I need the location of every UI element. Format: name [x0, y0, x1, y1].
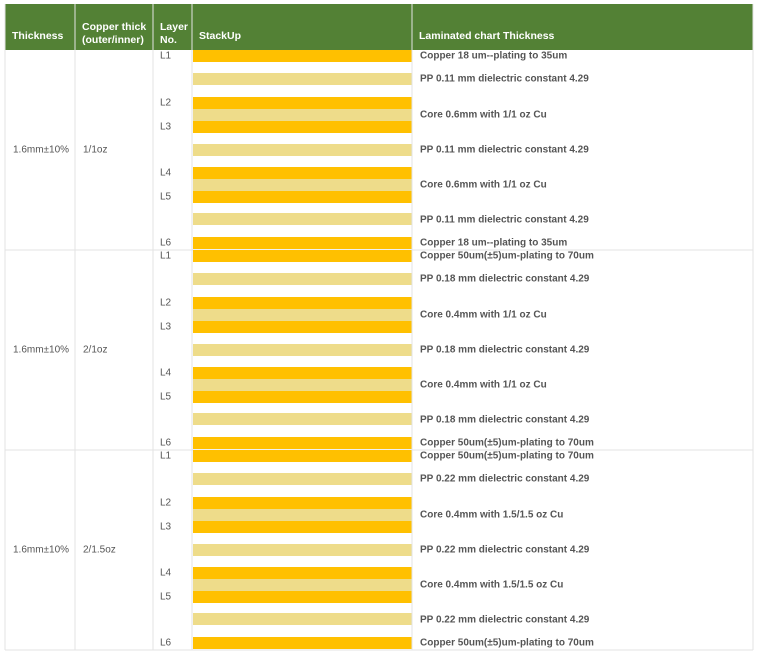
copper-layer [193, 497, 412, 509]
laminate-text: PP 0.18 mm dielectric constant 4.29 [420, 415, 590, 426]
laminate-text: PP 0.11 mm dielectric constant 4.29 [420, 215, 589, 226]
header-cell: StackUp [199, 30, 241, 42]
laminate-text: PP 0.22 mm dielectric constant 4.29 [420, 615, 590, 626]
laminate-text: Core 0.6mm with 1/1 oz Cu [420, 110, 547, 121]
copper-layer [193, 591, 412, 603]
laminate-text: Core 0.4mm with 1.5/1.5 oz Cu [420, 580, 563, 591]
header-background [5, 4, 753, 50]
layer-label: L4 [160, 168, 172, 179]
header-cell: Laminated chart Thickness [419, 30, 555, 42]
dielectric-layer [193, 144, 412, 156]
layer-label: L2 [160, 298, 172, 309]
dielectric-layer [193, 273, 412, 285]
copper-layer [193, 521, 412, 533]
laminate-text: PP 0.22 mm dielectric constant 4.29 [420, 474, 590, 485]
copper-layer [193, 121, 412, 133]
laminate-text: Core 0.6mm with 1/1 oz Cu [420, 180, 547, 191]
laminate-text: Copper 50um(±5)um-plating to 70um [420, 638, 594, 649]
dielectric-layer [193, 579, 412, 591]
layer-label: L6 [160, 238, 172, 249]
copper-layer [193, 191, 412, 203]
copper-layer [193, 167, 412, 179]
laminate-text: Copper 50um(±5)um-plating to 70um [420, 451, 594, 462]
laminate-text: Copper 50um(±5)um-plating to 70um [420, 251, 594, 262]
copper-thickness: 2/1oz [83, 345, 107, 356]
copper-layer [193, 637, 412, 649]
copper-layer [193, 367, 412, 379]
laminate-text: Core 0.4mm with 1/1 oz Cu [420, 380, 547, 391]
copper-layer [193, 237, 412, 249]
layer-label: L4 [160, 568, 172, 579]
laminate-text: PP 0.18 mm dielectric constant 4.29 [420, 274, 590, 285]
laminate-text: PP 0.11 mm dielectric constant 4.29 [420, 145, 589, 156]
layer-label: L3 [160, 322, 172, 333]
layer-label: L6 [160, 438, 172, 449]
layer-label: L5 [160, 592, 172, 603]
copper-layer [193, 437, 412, 449]
layer-label: L3 [160, 122, 172, 133]
dielectric-layer [193, 73, 412, 85]
layer-label: L5 [160, 392, 172, 403]
dielectric-layer [193, 344, 412, 356]
copper-layer [193, 567, 412, 579]
copper-thickness: 2/1.5oz [83, 545, 116, 556]
copper-layer [193, 450, 412, 462]
dielectric-layer [193, 309, 412, 321]
laminate-text: Copper 18 um--plating to 35um [420, 51, 567, 62]
layer-label: L1 [160, 251, 172, 262]
dielectric-layer [193, 613, 412, 625]
dielectric-layer [193, 109, 412, 121]
header-cell: Copper thick (outer/inner) [82, 21, 146, 46]
laminate-text: Core 0.4mm with 1.5/1.5 oz Cu [420, 510, 563, 521]
layer-label: L2 [160, 498, 172, 509]
header-cell: Thickness [12, 30, 64, 42]
copper-layer [193, 321, 412, 333]
dielectric-layer [193, 379, 412, 391]
layer-label: L1 [160, 51, 172, 62]
copper-layer [193, 391, 412, 403]
dielectric-layer [193, 509, 412, 521]
dielectric-layer [193, 179, 412, 191]
copper-layer [193, 50, 412, 62]
thickness: 1.6mm±10% [13, 345, 69, 356]
laminate-text: Copper 50um(±5)um-plating to 70um [420, 438, 594, 449]
laminate-text: PP 0.22 mm dielectric constant 4.29 [420, 545, 590, 556]
copper-layer [193, 97, 412, 109]
copper-layer [193, 250, 412, 262]
thickness: 1.6mm±10% [13, 145, 69, 156]
laminate-text: Copper 18 um--plating to 35um [420, 238, 567, 249]
header-cell: Layer No. [160, 21, 188, 46]
dielectric-layer [193, 473, 412, 485]
layer-label: L5 [160, 192, 172, 203]
laminate-text: PP 0.11 mm dielectric constant 4.29 [420, 74, 589, 85]
layer-label: L2 [160, 98, 172, 109]
dielectric-layer [193, 213, 412, 225]
copper-thickness: 1/1oz [83, 145, 107, 156]
layer-label: L1 [160, 451, 172, 462]
dielectric-layer [193, 413, 412, 425]
laminate-text: PP 0.18 mm dielectric constant 4.29 [420, 345, 590, 356]
dielectric-layer [193, 544, 412, 556]
thickness: 1.6mm±10% [13, 545, 69, 556]
layer-label: L4 [160, 368, 172, 379]
layer-label: L6 [160, 638, 172, 649]
copper-layer [193, 297, 412, 309]
laminate-text: Core 0.4mm with 1/1 oz Cu [420, 310, 547, 321]
layer-label: L3 [160, 522, 172, 533]
